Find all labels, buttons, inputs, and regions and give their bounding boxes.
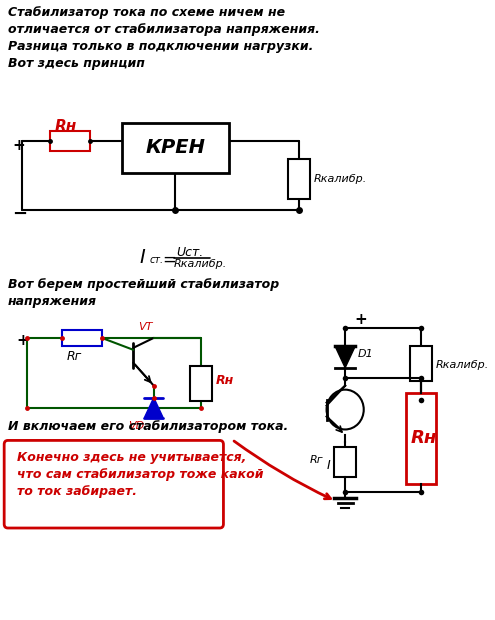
Bar (122, 123, 229, 172)
Text: Rн: Rн (54, 119, 77, 134)
Bar (406, 392, 436, 484)
Text: +: + (12, 138, 25, 153)
Text: И включаем его стабилизатором тока.: И включаем его стабилизатором тока. (8, 420, 288, 433)
Text: VT: VT (138, 322, 152, 332)
Text: D1: D1 (358, 349, 374, 359)
Text: Стабилизатор тока по схеме ничем не
отличается от стабилизатора напряжения.
Разн: Стабилизатор тока по схеме ничем не отли… (8, 6, 320, 70)
FancyBboxPatch shape (4, 440, 223, 528)
Text: +: + (16, 334, 29, 348)
Text: Rн: Rн (216, 374, 234, 387)
Text: Rн: Rн (410, 430, 437, 448)
Text: Rкалибр.: Rкалибр. (436, 360, 490, 370)
Text: I: I (327, 459, 330, 472)
Text: Rкалибр.: Rкалибр. (313, 174, 367, 184)
Bar (334, 448, 356, 477)
Text: Uст.: Uст. (176, 246, 203, 259)
Text: Rг: Rг (310, 455, 323, 466)
Text: Rкалибр.: Rкалибр. (174, 259, 227, 269)
Text: +: + (354, 312, 367, 327)
Bar (288, 159, 310, 198)
Text: ст.: ст. (149, 255, 163, 265)
Text: Конечно здесь не учитывается,
что сам стабилизатор тоже какой
то ток забирает.: Конечно здесь не учитывается, что сам ст… (17, 451, 264, 498)
Polygon shape (145, 397, 163, 417)
Text: КРЕН: КРЕН (145, 138, 205, 157)
Text: −: − (12, 205, 28, 223)
Text: =: = (162, 250, 176, 268)
Bar (62, 330, 102, 346)
Text: $\mathit{I}$: $\mathit{I}$ (139, 248, 146, 267)
Text: Вот берем простейший стабилизатор
напряжения: Вот берем простейший стабилизатор напряж… (8, 278, 279, 308)
Polygon shape (335, 346, 355, 368)
Text: VD: VD (128, 420, 144, 430)
Bar (50, 131, 90, 151)
Bar (190, 366, 212, 401)
Text: Rг: Rг (66, 350, 82, 363)
Bar (410, 346, 433, 381)
